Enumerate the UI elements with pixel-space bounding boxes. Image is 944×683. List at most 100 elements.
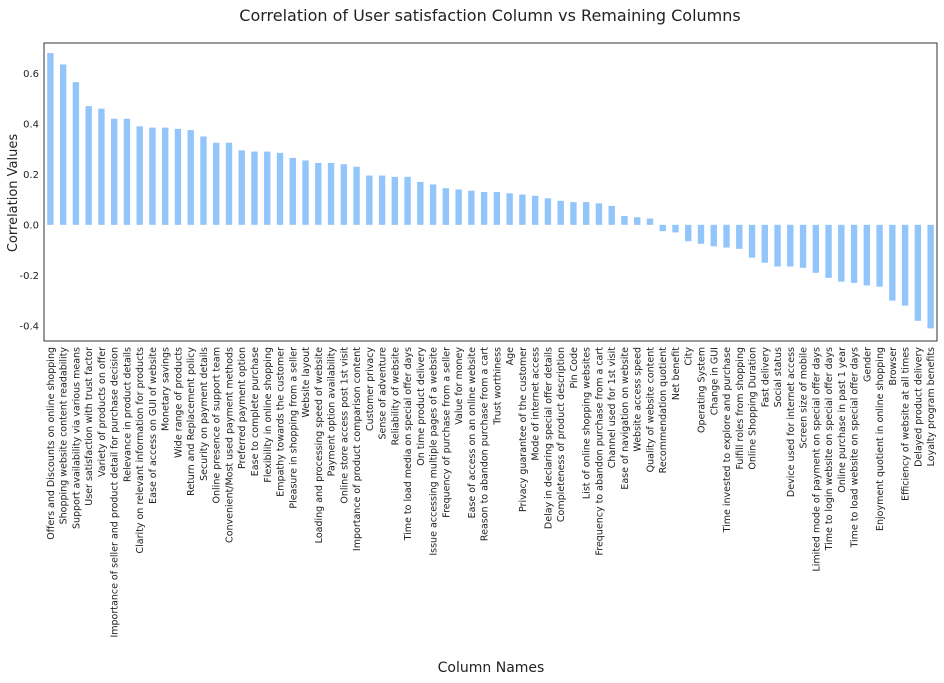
x-tick-label: Variety of products on offer	[97, 347, 108, 477]
x-tick-label: Time to load website on special offer da…	[850, 347, 861, 549]
bar	[149, 127, 156, 225]
bar	[927, 224, 934, 329]
bar	[200, 136, 207, 225]
bar	[761, 224, 768, 263]
bar	[289, 157, 296, 225]
bar	[570, 202, 577, 225]
x-tick-label: Sense of adventure	[378, 347, 389, 440]
bar	[901, 224, 909, 306]
x-tick-label: List of online shopping websites	[582, 347, 593, 499]
bar	[812, 224, 819, 273]
bar	[340, 164, 347, 225]
x-tick-label: Pin Code	[569, 347, 580, 389]
x-tick-label: Frequency of purchase from a seller	[441, 347, 452, 518]
bar	[608, 205, 615, 225]
bar	[774, 224, 781, 267]
x-tick-label: Net benefit	[671, 347, 682, 400]
chart-title: Correlation of User satisfaction Column …	[239, 6, 740, 25]
bar	[47, 53, 54, 225]
x-tick-label: Ease of access on GUI of website	[148, 347, 159, 504]
x-tick-label: Social status	[773, 347, 784, 407]
bar	[697, 224, 705, 244]
y-tick-label: 0.4	[23, 119, 39, 130]
x-tick-label: Wide range of products	[173, 347, 184, 458]
x-tick-label: Monetary savings	[161, 347, 172, 431]
x-tick-label: Limited mode of payment on special offer…	[811, 347, 822, 572]
bar	[685, 224, 692, 242]
bar	[748, 224, 756, 258]
x-tick-label: Screen size of mobile	[799, 347, 810, 449]
x-tick-label: Delay in declaring special offer details	[543, 347, 554, 529]
x-tick-label: Online purchase in past 1 year	[837, 347, 848, 493]
bar	[264, 151, 271, 225]
bar	[110, 118, 118, 225]
bar	[366, 175, 373, 225]
x-tick-label: Channel used for 1st visit	[607, 347, 618, 469]
bar	[302, 160, 309, 225]
x-tick-label: Offers and Discounts on online shopping	[46, 347, 57, 540]
x-tick-label: Flexibility in online shopping	[263, 347, 274, 483]
x-tick-label: Reason to abandon purchase from a cart	[480, 347, 491, 541]
x-tick-label: Customer privacy	[365, 347, 376, 431]
x-tick-label: Importance of seller and product detail …	[110, 347, 121, 638]
x-axis-ticks: Offers and Discounts on online shopping S…	[46, 347, 937, 638]
bar	[736, 224, 743, 249]
x-tick-label: Website layout	[301, 347, 312, 418]
bar	[544, 198, 552, 225]
bar	[863, 224, 871, 286]
x-axis-label: Column Names	[438, 660, 545, 676]
x-tick-label: Recommendation quotient	[658, 347, 669, 474]
bar	[327, 162, 335, 225]
x-tick-label: Support availability via various means	[71, 347, 82, 529]
x-tick-label: Gender	[862, 347, 873, 382]
bar	[621, 215, 628, 225]
bars	[47, 53, 934, 329]
bar	[251, 151, 258, 225]
x-tick-label: Ease to complete purchase	[250, 347, 261, 476]
bar	[506, 193, 513, 225]
x-tick-label: City	[684, 347, 695, 366]
bar	[493, 192, 501, 225]
x-tick-label: Empathy towards the customer	[276, 347, 287, 497]
bar	[468, 190, 475, 225]
bar	[799, 224, 807, 268]
y-tick-label: 0.2	[23, 170, 39, 181]
x-tick-label: Frequency to abandon purchase from a car…	[594, 347, 605, 556]
bar	[213, 142, 220, 225]
x-tick-label: Change in GUI	[709, 347, 720, 415]
bar	[353, 166, 360, 225]
bar	[557, 200, 564, 225]
bar	[187, 130, 194, 225]
x-tick-label: Trust worthiness	[492, 347, 503, 426]
x-tick-label: Completeness of product description	[556, 347, 567, 522]
bar	[876, 224, 883, 287]
bar	[659, 224, 666, 232]
y-tick-label: 0.0	[23, 220, 39, 231]
bar	[417, 181, 424, 225]
bar	[889, 224, 896, 301]
x-tick-label: Age	[505, 347, 516, 366]
x-tick-label: Device used for internet access	[786, 347, 797, 497]
y-axis-ticks: -0.4 -0.2 0.0 0.2 0.4 0.6	[19, 69, 39, 333]
bar	[404, 176, 411, 225]
bar	[723, 224, 730, 248]
y-tick-label: -0.2	[19, 271, 39, 282]
x-tick-label: Website access speed	[633, 347, 644, 452]
bar	[85, 106, 92, 225]
x-tick-label: Clarity on relevant information for prod…	[135, 347, 146, 554]
x-tick-label: Browser	[888, 347, 899, 386]
bar	[72, 82, 80, 225]
bar	[123, 118, 131, 225]
x-tick-label: Enjoyment quotient in online shopping	[875, 347, 886, 531]
x-tick-label: Fulfill roles from shopping	[735, 347, 746, 470]
bar	[315, 162, 322, 225]
x-tick-label: Privacy guarantee of the customer	[518, 347, 529, 512]
y-axis-label: Correlation Values	[6, 134, 21, 253]
x-tick-label: Relevance in product details	[122, 347, 133, 482]
x-tick-label: Ease of access on an online website	[467, 347, 478, 519]
x-tick-label: Loading and processing speed of website	[314, 347, 325, 543]
bar	[531, 195, 539, 225]
x-tick-label: Preferred payment option	[237, 347, 248, 469]
bar	[825, 224, 832, 278]
